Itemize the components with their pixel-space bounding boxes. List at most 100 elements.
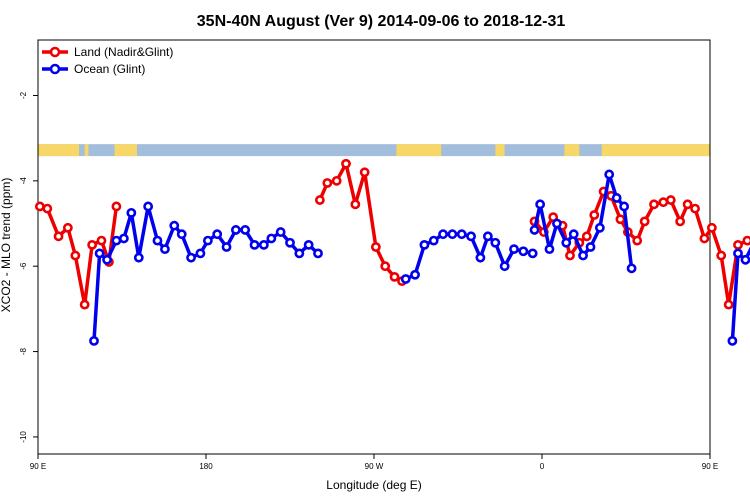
data-point [169,220,180,231]
data-point [303,239,314,250]
data-point [639,216,650,227]
data-point [87,239,98,250]
data-point [240,225,251,235]
data-point [544,244,555,255]
land-strip-segment [114,144,137,157]
y-tick-label: -2 [19,91,28,99]
data-point [733,248,743,259]
y-tick-label: -8 [19,347,28,355]
data-point [632,235,643,246]
ocean-strip [38,144,710,157]
data-point [341,158,351,169]
data-point [518,246,529,257]
data-point [221,242,232,252]
data-point [466,231,476,242]
data-point [111,201,122,212]
data-point [675,216,686,227]
series-line [532,189,750,307]
data-point [561,237,572,248]
data-point [400,274,411,284]
data-point [527,248,538,259]
data-point [723,299,734,310]
land-ocean-bar [38,144,710,157]
x-tick-label: 90 W [365,462,384,471]
data-point [529,225,540,235]
y-axis-label: XCO2 - MLO trend (ppm) [0,178,13,313]
data-point [34,201,45,212]
data-point [202,235,213,246]
legend-land-label: Land (Nadir&Glint) [74,45,173,59]
data-point [176,229,187,240]
data-point [285,237,295,248]
y-tick-label: -10 [19,431,28,443]
data-point [619,201,630,212]
data-point [490,237,501,248]
x-tick-label: 90 E [702,462,718,471]
data-point [266,233,277,244]
data-point [509,244,519,255]
data-point [313,248,323,259]
data-point [699,233,710,244]
data-point [42,203,53,214]
data-point [389,271,400,282]
data-point [733,239,743,250]
series-line [38,204,119,307]
legend: Land (Nadir&Glint) Ocean (Glint) [42,45,173,76]
series-line [730,246,750,343]
data-point [649,199,659,210]
series-layer [34,158,750,346]
data-point [499,261,510,272]
y-tick-label: -6 [19,262,28,270]
data-point [604,169,615,180]
data-point [62,222,73,233]
plot-area [34,39,750,455]
data-point [79,299,90,310]
data-point [94,248,105,259]
x-tick-label: 180 [199,462,213,471]
data-point [456,229,467,240]
data-point [665,195,676,205]
data-point [118,233,129,244]
data-point [682,199,693,210]
data-point [370,242,381,252]
series-line [92,204,320,343]
x-axis: 90 E 180 90 W 0 90 E [30,454,718,471]
legend-ocean-marker [49,63,61,75]
data-point [565,250,575,261]
data-point [359,167,370,178]
data-point [585,242,596,252]
data-point [447,229,458,240]
legend-ocean-label: Ocean (Glint) [74,62,145,76]
data-point [53,231,64,242]
data-point [195,248,206,259]
data-point [331,175,342,186]
x-tick-label: 90 E [30,462,46,471]
data-point [143,201,154,212]
data-point [428,235,439,246]
data-point [578,250,588,261]
data-point [152,235,163,246]
land-strip-segment [495,144,505,157]
data-point [186,252,196,263]
data-point [133,252,144,263]
data-point [294,248,305,259]
data-point [438,229,448,240]
land-strip-segment [396,144,442,157]
legend-item-ocean: Ocean (Glint) [42,62,145,76]
data-point [690,203,700,214]
land-strip-segment [601,144,710,157]
data-point [89,335,99,346]
data-point [626,263,637,274]
data-point [742,235,750,246]
data-point [212,229,223,240]
legend-land-marker [49,46,61,58]
data-point [70,250,81,261]
data-point [568,229,579,240]
data-point [230,225,241,235]
data-point [258,239,269,250]
data-point [589,210,600,220]
land-strip-segment [84,144,89,157]
data-point [275,227,286,237]
data-point [249,239,260,250]
